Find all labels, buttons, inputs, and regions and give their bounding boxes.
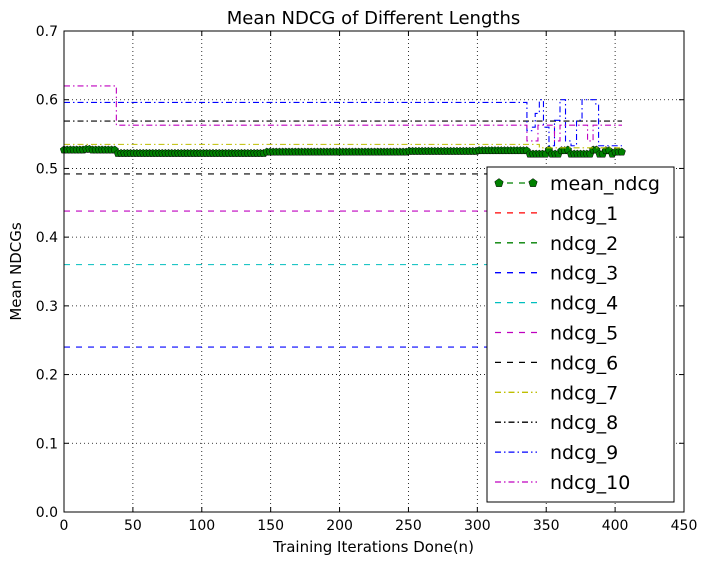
legend-item: ndcg_5	[495, 323, 618, 345]
legend-label: ndcg_9	[550, 442, 618, 464]
plot-series	[59, 85, 626, 513]
legend-item: ndcg_2	[495, 233, 618, 255]
legend-item: ndcg_9	[495, 442, 618, 464]
y-tick-label: 0.3	[36, 299, 58, 315]
x-axis-label: Training Iterations Done(n)	[272, 538, 474, 556]
legend-label: mean_ndcg	[550, 173, 660, 195]
x-tick-label: 200	[326, 518, 353, 534]
legend-marker	[494, 178, 504, 187]
x-tick-label: 0	[60, 518, 69, 534]
legend-label: ndcg_7	[550, 382, 618, 404]
y-tick-label: 0.0	[36, 505, 58, 521]
x-tick-label: 50	[124, 518, 142, 534]
legend-label: ndcg_5	[550, 323, 618, 345]
y-tick-label: 0.2	[36, 368, 58, 384]
series-ndcg-10	[64, 85, 622, 142]
series-line	[64, 99, 622, 147]
x-tick-label: 150	[257, 518, 284, 534]
chart-title: Mean NDCG of Different Lengths	[227, 8, 520, 29]
legend-marker	[528, 178, 538, 187]
legend-label: ndcg_4	[550, 293, 618, 315]
legend-label: ndcg_2	[550, 233, 618, 255]
x-tick-label: 250	[395, 518, 422, 534]
legend-label: ndcg_6	[550, 352, 618, 374]
legend-item: ndcg_8	[495, 412, 618, 434]
y-axis-label: Mean NDCGs	[7, 222, 25, 321]
x-tick-label: 400	[602, 518, 629, 534]
series-ndcg-9	[64, 99, 622, 147]
axis-ticks: 0 50 100 150 200 250 300 350 400 450 0.0 0.1 0.2 0.3 0…	[36, 24, 698, 534]
legend-item: ndcg_3	[495, 263, 618, 285]
series-ndcg-7	[64, 143, 622, 149]
series-line	[64, 85, 622, 142]
y-tick-label: 0.6	[36, 93, 58, 109]
legend-item: mean_ndcg	[494, 173, 660, 195]
y-tick-label: 0.5	[36, 161, 58, 177]
legend-item: ndcg_7	[495, 382, 618, 404]
legend: mean_ndcg ndcg_1 ndcg_2 ndcg_3 ndcg_4 ndcg_5n…	[486, 166, 675, 503]
legend-item: ndcg_4	[495, 293, 618, 315]
legend-label: ndcg_3	[550, 263, 618, 285]
data-point	[617, 147, 626, 156]
y-tick-label: 0.4	[36, 230, 58, 246]
y-tick-label: 0.1	[36, 436, 58, 452]
x-tick-label: 100	[188, 518, 215, 534]
x-tick-label: 350	[533, 518, 560, 534]
plot-frame	[63, 30, 685, 513]
series-mean-ndcg	[59, 144, 626, 158]
x-tick-label: 450	[671, 518, 698, 534]
legend-box	[486, 166, 675, 503]
legend-item: ndcg_6	[495, 352, 618, 374]
legend-item: ndcg_10	[495, 472, 630, 494]
legend-item: ndcg_1	[495, 203, 618, 225]
legend-label: ndcg_8	[550, 412, 618, 434]
x-tick-label: 300	[464, 518, 491, 534]
y-tick-label: 0.7	[36, 24, 58, 40]
series-line	[64, 143, 622, 149]
legend-label: ndcg_1	[550, 203, 618, 225]
legend-label: ndcg_10	[550, 472, 630, 494]
